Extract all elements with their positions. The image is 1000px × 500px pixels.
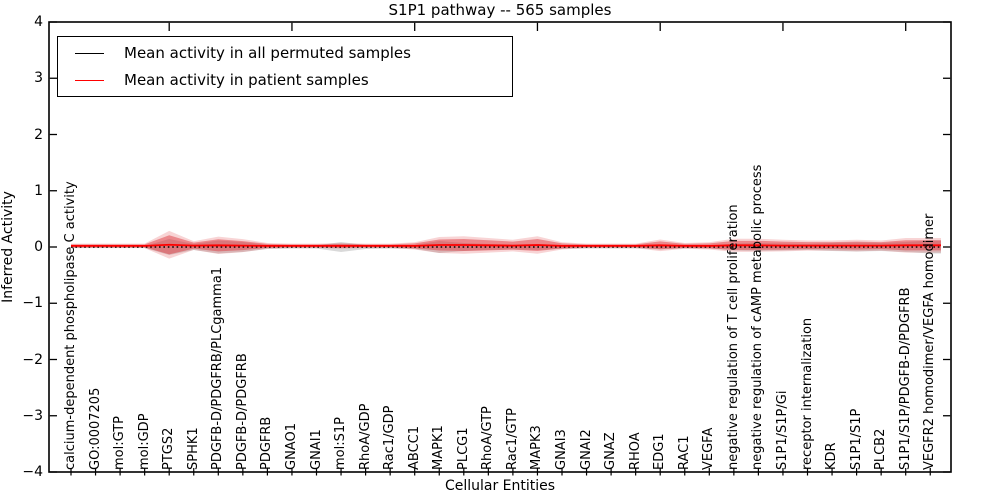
x-category-label: EDG1 [652,433,668,470]
x-category-label: GNAZ [603,432,619,470]
legend-label-permuted: Mean activity in all permuted samples [124,44,411,62]
x-category-label: PDGFB-D/PDGFRB [234,353,250,470]
x-category-label: PTGS2 [161,427,177,470]
x-category-label: PLCG1 [455,427,471,470]
y-tick-label: 4 [34,14,43,30]
x-category-label: RhoA/GDP [357,403,373,470]
x-category-label: GNAI1 [308,429,324,470]
legend-item-permuted: Mean activity in all permuted samples [58,43,512,63]
x-category-label: VEGFR2 homodimer/VEGFA homodimer [922,213,938,470]
x-category-label: receptor internalization [799,317,815,470]
x-category-label: calcium-dependent phospholipase C activi… [63,181,78,470]
x-category-label: negative regulation of cAMP metabolic pr… [750,164,766,470]
x-category-label: GNAI2 [578,429,594,470]
x-category-label: GNAO1 [283,423,299,470]
permuted-band [71,239,941,255]
chart-title: S1P1 pathway -- 565 samples [388,1,612,19]
y-tick-label: −3 [22,407,43,424]
x-category-label: S1P1/S1P/Gi [774,390,790,470]
plot-border [48,21,952,473]
x-category-label: PLCB2 [873,428,889,470]
x-category-label: Rac1/GTP [504,408,520,470]
x-category-label: MAPK3 [529,425,545,470]
x-category-label: ABCC1 [406,425,422,470]
x-category-label: KDR [824,442,840,470]
x-category-label: PDGFRB [259,416,275,470]
x-category-label: MAPK1 [431,425,447,470]
y-tick-label: 3 [34,70,43,87]
permuted-line-sample [75,52,104,54]
x-category-label: S1P1/S1P/PDGFB-D/PDGFRB [897,287,913,470]
y-tick-label: 0 [34,239,43,255]
y-tick-label: 2 [34,126,43,143]
patient-line-sample [75,79,104,81]
x-category-label: SPHK1 [185,427,201,470]
x-category-label: RHOA [627,432,643,470]
x-category-label: GNAI3 [554,429,569,470]
x-category-label: mol:GTP [112,416,128,470]
x-category-label: VEGFA [701,427,717,470]
y-tick-label: 1 [34,182,43,199]
y-tick-label: −1 [22,295,43,312]
legend-label-patient: Mean activity in patient samples [124,71,369,89]
y-axis-label: Inferred Activity [0,191,16,303]
legend-item-patient: Mean activity in patient samples [58,70,512,90]
patient-mean-line [71,243,941,247]
x-category-label: Rac1/GDP [382,405,398,470]
x-category-label: mol:S1P [333,417,349,470]
y-tick-label: −2 [22,351,43,368]
legend: Mean activity in all permuted samples Me… [57,36,513,97]
x-axis-label: Cellular Entities [444,478,556,494]
x-category-label: RhoA/GTP [480,406,496,470]
x-category-label: GO:0007205 [87,387,103,470]
y-tick-label: −4 [22,464,43,480]
x-category-label: S1P1/S1P [848,408,864,470]
x-category-label: PDGFB-D/PDGFRB/PLCgamma1 [210,266,226,470]
x-category-label: negative regulation of T cell proliferat… [725,204,741,470]
x-category-label: mol:GDP [136,413,152,470]
x-category-label: RAC1 [676,435,692,470]
